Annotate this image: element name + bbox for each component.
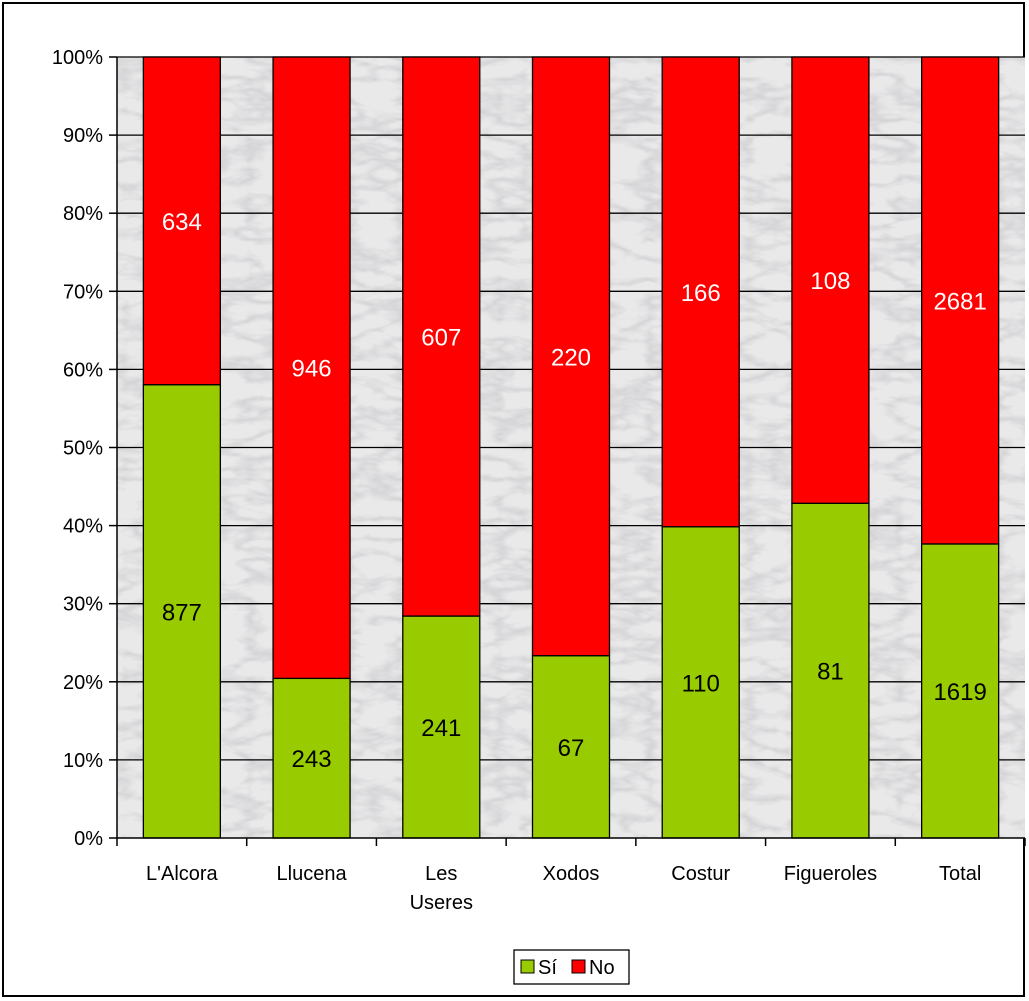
data-label-si: 81 (817, 659, 844, 686)
x-tick-label: Les (425, 863, 457, 885)
legend-label-si: Sí (538, 957, 557, 979)
data-label-si: 241 (421, 715, 461, 742)
y-tick-label: 40% (63, 516, 103, 538)
x-tick-label: Costur (671, 863, 730, 885)
y-tick-label: 80% (63, 203, 103, 225)
data-label-no: 946 (292, 356, 332, 383)
y-tick-label: 70% (63, 281, 103, 303)
x-tick-label: Llucena (277, 863, 348, 885)
y-tick-label: 10% (63, 750, 103, 772)
x-axis-tick-labels: L'Alcora Llucena Les Useres Xodos Costur Figue… (146, 863, 981, 914)
data-label-no: 108 (810, 268, 850, 295)
y-tick-label: 100% (52, 47, 103, 69)
data-label-si: 67 (558, 735, 585, 762)
bar-si (661, 526, 740, 839)
legend-swatch-no (571, 959, 586, 974)
bar-si (791, 502, 870, 839)
data-label-no: 220 (551, 344, 591, 371)
bars: 877 634 243 946 241 607 67 220 110 166 81 108 1619 26… (142, 56, 1000, 839)
data-label-si: 877 (162, 599, 202, 626)
y-tick-label: 20% (63, 672, 103, 694)
data-label-no: 634 (162, 209, 202, 236)
bar-no (531, 56, 611, 657)
bar-si (402, 615, 481, 839)
bar-no (402, 56, 481, 617)
bar-no (791, 56, 870, 504)
legend: Sí No (513, 949, 630, 985)
data-label-si: 1619 (933, 679, 986, 706)
axes (109, 56, 1026, 846)
bar-no (142, 56, 222, 386)
y-axis-tick-labels: 0% 10% 20% 30% 40% 50% 60% 70% 80% 90% 100% (52, 47, 103, 850)
bar-no (272, 56, 351, 680)
x-tick-label: Xodos (543, 863, 600, 885)
data-label-no: 607 (421, 325, 461, 352)
x-tick-label: L'Alcora (146, 863, 219, 885)
x-tick-label: Total (939, 863, 981, 885)
bar-no (661, 56, 740, 528)
y-tick-label: 0% (74, 828, 103, 850)
y-tick-label: 30% (63, 594, 103, 616)
bar-no (920, 56, 1000, 545)
data-label-si: 110 (682, 670, 720, 697)
data-label-si: 243 (292, 746, 332, 773)
x-tick-label: Figueroles (784, 863, 877, 885)
y-tick-label: 60% (63, 359, 103, 381)
bar-si (920, 543, 1000, 839)
y-tick-label: 50% (63, 438, 103, 460)
legend-label-no: No (589, 957, 615, 979)
data-label-no: 2681 (933, 288, 986, 315)
data-label-no: 166 (681, 280, 721, 307)
x-tick-label: Useres (410, 892, 473, 914)
legend-swatch-si (520, 959, 535, 974)
y-tick-label: 90% (63, 125, 103, 147)
